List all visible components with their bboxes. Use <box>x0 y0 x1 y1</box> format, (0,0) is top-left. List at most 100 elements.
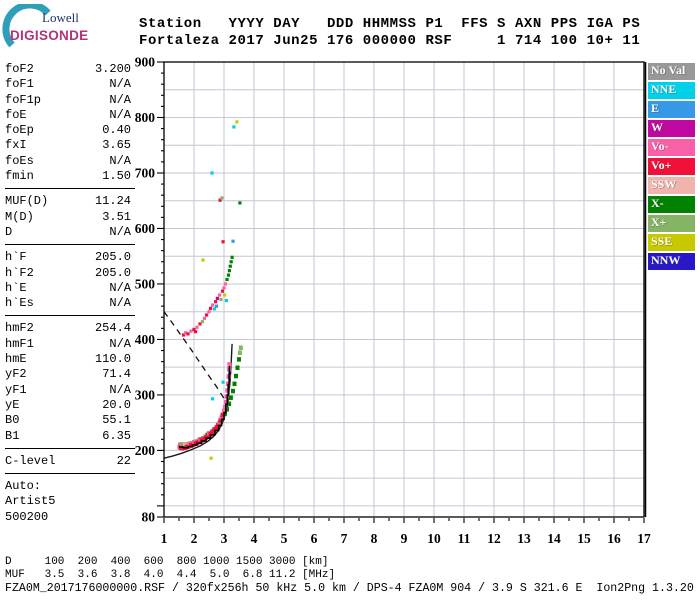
param-value: 110.0 <box>94 352 131 367</box>
muf-row: MUF 3.5 3.6 3.8 4.0 4.4 5.0 6.8 11.2 [MH… <box>5 569 336 581</box>
spread-f-echoes <box>181 120 242 460</box>
spread-f-echoes-point <box>223 293 227 297</box>
y-axis-label: 800 <box>135 110 156 125</box>
param-value: 71.4 <box>102 367 131 382</box>
spread-f-echoes-point <box>212 307 216 311</box>
spread-f-echoes-point <box>193 330 198 334</box>
x-mode-trace-point <box>222 411 227 417</box>
legend-item-nnw: NNW <box>648 253 695 270</box>
param-label: Auto: <box>5 479 42 494</box>
x-axis-label: 8 <box>371 531 378 546</box>
param-row-yf1: yF1 N/A <box>5 383 131 398</box>
header-columns-line: Station YYYY DAY DDD HHMMSS P1 FFS S AXN… <box>139 16 641 32</box>
param-value: 6.35 <box>102 428 131 443</box>
param-section-divider <box>5 469 135 479</box>
param-row-hf2: h`F2 205.0 <box>5 266 131 281</box>
o-mode-trace-point <box>222 408 226 414</box>
param-row-artist5: Artist5 <box>5 494 131 509</box>
param-value: N/A <box>109 92 131 107</box>
x-axis-label: 16 <box>607 531 621 546</box>
spread-f-echoes-point <box>224 298 228 303</box>
spread-f-echoes-point <box>215 296 219 300</box>
param-value: 11.24 <box>94 194 131 209</box>
distance-row: D 100 200 400 600 800 1000 1500 3000 [km… <box>5 556 329 568</box>
param-value: 20.0 <box>102 397 131 412</box>
legend-item-vo-: Vo- <box>648 139 695 156</box>
param-value: N/A <box>109 336 131 351</box>
param-label: h`F2 <box>5 265 34 280</box>
station-header: Station YYYY DAY DDD HHMMSS P1 FFS S AXN… <box>139 16 640 49</box>
param-row-foe: foE N/A <box>5 108 131 123</box>
param-row-hme: hmE 110.0 <box>5 352 131 367</box>
x-axis-label: 11 <box>458 531 471 546</box>
x-axis-label: 2 <box>191 531 198 546</box>
spread-f-echoes-point <box>235 120 239 124</box>
spread-f-echoes-point <box>220 289 225 293</box>
legend-item-nne: NNE <box>648 82 695 99</box>
param-row-hes: h`Es N/A <box>5 296 131 311</box>
spread-f-echoes-point <box>202 316 207 320</box>
legend-item-sse: SSE <box>648 234 695 251</box>
x-axis-label: 7 <box>341 531 348 546</box>
param-label: Artist5 <box>5 494 56 509</box>
param-label: B0 <box>5 413 20 428</box>
x-axis-label: 6 <box>311 531 318 546</box>
param-row-mufd: MUF(D) 11.24 <box>5 194 131 209</box>
param-row-ye: yE 20.0 <box>5 398 131 413</box>
spread-f-echoes-point <box>181 333 186 337</box>
file-info-row: FZA0M_2017176000000.RSF / 320fx256h 50 k… <box>5 582 694 595</box>
grid-lines <box>164 62 644 518</box>
param-label: yF1 <box>5 382 27 397</box>
x-mode-trace-point <box>234 373 238 379</box>
param-label: yE <box>5 397 20 412</box>
spread-f-echoes-point <box>211 303 215 307</box>
param-row-he: h`E N/A <box>5 281 131 296</box>
y-axis-label: 900 <box>135 55 156 70</box>
y-axis-label: 500 <box>135 276 156 291</box>
y-axis-label: 200 <box>135 443 156 458</box>
o-mode-trace-point <box>225 388 230 393</box>
param-value: 205.0 <box>94 250 131 265</box>
param-label: hmF1 <box>5 336 34 351</box>
param-value: N/A <box>109 296 131 311</box>
param-value: N/A <box>109 107 131 122</box>
param-row-hmf2: hmF2 254.4 <box>5 321 131 336</box>
param-value: N/A <box>109 77 131 92</box>
param-label: fxI <box>5 138 27 153</box>
x-mode-trace-point <box>235 365 240 370</box>
y-axis-label: 300 <box>135 387 156 402</box>
x-mode-trace-point <box>228 395 233 400</box>
spread-f-echoes-point <box>205 313 209 317</box>
o-mode-trace-point <box>222 404 227 410</box>
spread-f-echoes-point <box>232 125 236 129</box>
x-mode-trace-point <box>225 407 229 412</box>
spread-f-echoes-point <box>186 332 190 336</box>
param-label: C-level <box>5 453 56 468</box>
param-value: 55.1 <box>102 413 131 428</box>
param-row-foep: foEp 0.40 <box>5 123 131 138</box>
x-axis-label: 14 <box>547 531 561 546</box>
param-value: N/A <box>109 382 131 397</box>
x-mode-trace-point <box>237 357 241 362</box>
param-row-yf2: yF2 71.4 <box>5 367 131 382</box>
x-axis-label: 15 <box>577 531 591 546</box>
param-label: foF1 <box>5 77 34 92</box>
parameter-panel: foF2 3.200 foF1 N/A foF1p N/A foE N/A foEp 0.40 fx… <box>5 62 135 525</box>
param-section-divider <box>5 240 135 250</box>
param-section-divider <box>5 311 135 321</box>
y-axis-label: 600 <box>135 221 156 236</box>
spread-f-echoes-point <box>238 201 242 205</box>
param-label: h`Es <box>5 296 34 311</box>
spread-f-echoes-point <box>192 327 196 332</box>
param-value: 3.200 <box>94 62 131 76</box>
param-label: M(D) <box>5 209 34 224</box>
spread-f-echoes-point <box>231 239 235 243</box>
param-row-500200: 500200 <box>5 510 131 525</box>
spread-f-echoes-point <box>220 196 224 200</box>
x-axis-label: 10 <box>427 531 441 546</box>
plot-frame <box>163 61 645 518</box>
spread-f-echoes-point <box>211 397 215 401</box>
spread-f-echoes-point <box>207 310 211 314</box>
param-label: fmin <box>5 169 34 184</box>
